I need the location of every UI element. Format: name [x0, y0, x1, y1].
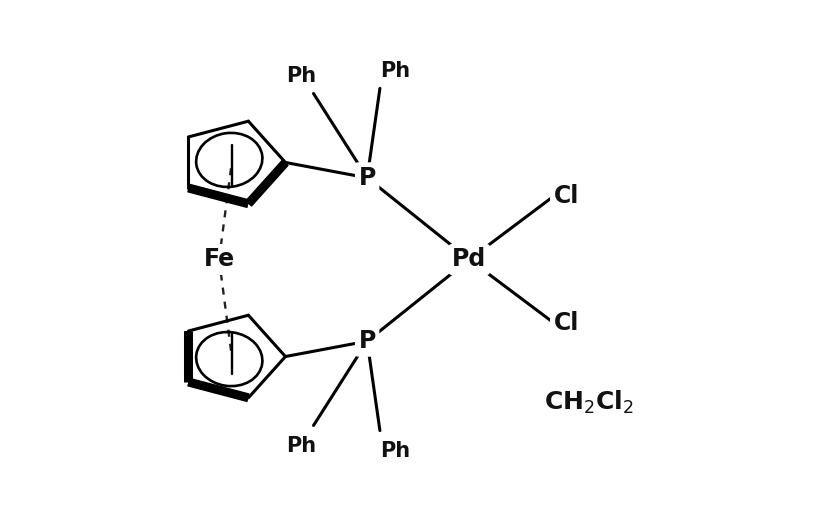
Text: Cl: Cl [553, 184, 579, 208]
Text: CH$_2$Cl$_2$: CH$_2$Cl$_2$ [544, 389, 634, 416]
Text: Ph: Ph [286, 436, 316, 456]
Text: P: P [358, 329, 376, 353]
Text: Ph: Ph [286, 66, 316, 86]
Text: Pd: Pd [452, 248, 486, 271]
Text: Ph: Ph [380, 61, 410, 80]
Text: Fe: Fe [203, 248, 235, 271]
Text: P: P [358, 166, 376, 190]
Text: Ph: Ph [380, 441, 410, 461]
Text: Cl: Cl [553, 311, 579, 335]
